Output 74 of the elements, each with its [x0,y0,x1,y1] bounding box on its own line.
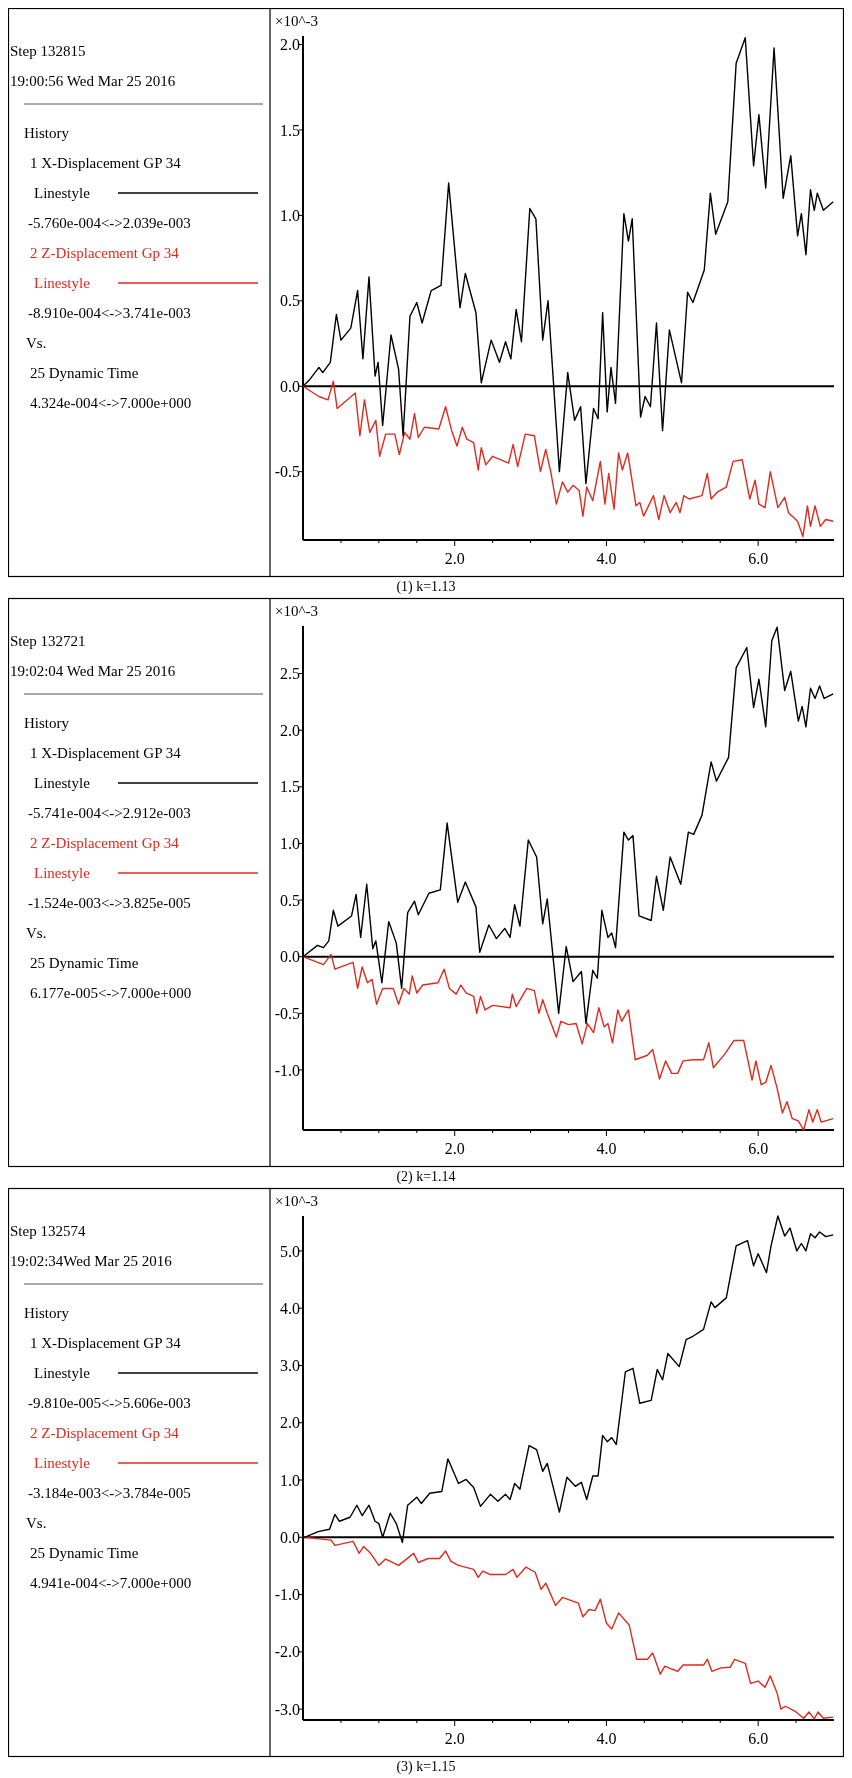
y-tick-label: 1.5 [280,778,300,796]
text: (3) k=1.15 [396,1759,456,1775]
text: 25 Dynamic Time [30,955,139,971]
text: 2 Z-Displacement Gp 34 [30,1425,180,1441]
y-tick-label: 5.0 [280,1242,300,1260]
text: 6.177e-005<->7.000e+000 [30,985,192,1001]
x-tick-label: 2.0 [444,550,465,567]
text: 1 X-Displacement GP 34 [30,155,182,171]
x-tick-label: 4.0 [596,1730,617,1747]
text: Linestyle [34,865,91,881]
text: Linestyle [34,185,91,201]
x-tick-label: 4.0 [596,550,617,567]
x-tick-label: 6.0 [748,550,769,567]
text: History [24,125,70,141]
text: -5.760e-004<->2.039e-003 [28,215,191,231]
text: History [24,1305,70,1321]
text: Linestyle [34,275,91,291]
y-tick-label: -0.5 [274,463,300,481]
y-tick-label: 3.0 [280,1357,300,1375]
text: Vs. [26,335,47,351]
y-tick-label: 1.0 [280,1471,300,1489]
y-tick-label: 2.0 [280,721,300,739]
text: 2 Z-Displacement Gp 34 [30,245,180,261]
text: Linestyle [34,1365,91,1381]
y-tick-label: -1.0 [274,1586,300,1604]
text: Linestyle [34,775,91,791]
text: 1 X-Displacement GP 34 [30,1335,182,1351]
y-tick-label: 2.0 [280,1414,300,1432]
text: (2) k=1.14 [396,1169,456,1185]
text: 19:00:56 Wed Mar 25 2016 [10,73,176,89]
y-tick-label: -2.0 [274,1643,300,1661]
text: -8.910e-004<->3.741e-003 [28,305,191,321]
text: -1.524e-003<->3.825e-005 [28,895,191,911]
x-tick-label: 2.0 [444,1730,465,1747]
text: History [24,715,70,731]
text: -3.184e-003<->3.784e-005 [28,1485,191,1501]
y-tick-label: -3.0 [274,1700,300,1718]
x-tick-label: 4.0 [596,1140,617,1157]
text: Step 132721 [10,633,86,649]
text: Vs. [26,925,47,941]
y-tick-label: 1.0 [280,835,300,853]
y-tick-label: 4.0 [280,1299,300,1317]
x-tick-label: 6.0 [748,1140,769,1157]
y-tick-label: 0.5 [280,292,300,310]
y-tick-label: -1.0 [274,1061,300,1079]
text: 25 Dynamic Time [30,1545,139,1561]
text: 4.941e-004<->7.000e+000 [30,1575,192,1591]
text: 4.324e-004<->7.000e+000 [30,395,192,411]
text: 25 Dynamic Time [30,365,139,381]
y-axis-title: ×10^-3 [275,1193,318,1209]
y-tick-label: 2.0 [280,36,300,54]
x-tick-label: 6.0 [748,1730,769,1747]
text: -9.810e-005<->5.606e-003 [28,1395,191,1411]
y-tick-label: 0.5 [280,891,300,909]
text: 19:02:34Wed Mar 25 2016 [10,1253,173,1269]
y-tick-label: 0.0 [280,948,300,966]
text: (1) k=1.13 [396,579,456,595]
text: Linestyle [34,1455,91,1471]
text: Step 132815 [10,43,86,59]
y-tick-label: 2.5 [280,665,300,683]
text: Vs. [26,1515,47,1531]
text: 19:02:04 Wed Mar 25 2016 [10,663,176,679]
y-axis-title: ×10^-3 [275,603,318,619]
text: 1 X-Displacement GP 34 [30,745,182,761]
y-tick-label: -0.5 [274,1004,300,1022]
x-tick-label: 2.0 [444,1140,465,1157]
y-tick-label: 0.0 [280,377,300,395]
y-tick-label: 0.0 [280,1528,300,1546]
text: -5.741e-004<->2.912e-003 [28,805,191,821]
y-tick-label: 1.5 [280,121,300,139]
text: Step 132574 [10,1223,86,1239]
y-tick-label: 1.0 [280,206,300,224]
y-axis-title: ×10^-3 [275,13,318,29]
text: 2 Z-Displacement Gp 34 [30,835,180,851]
